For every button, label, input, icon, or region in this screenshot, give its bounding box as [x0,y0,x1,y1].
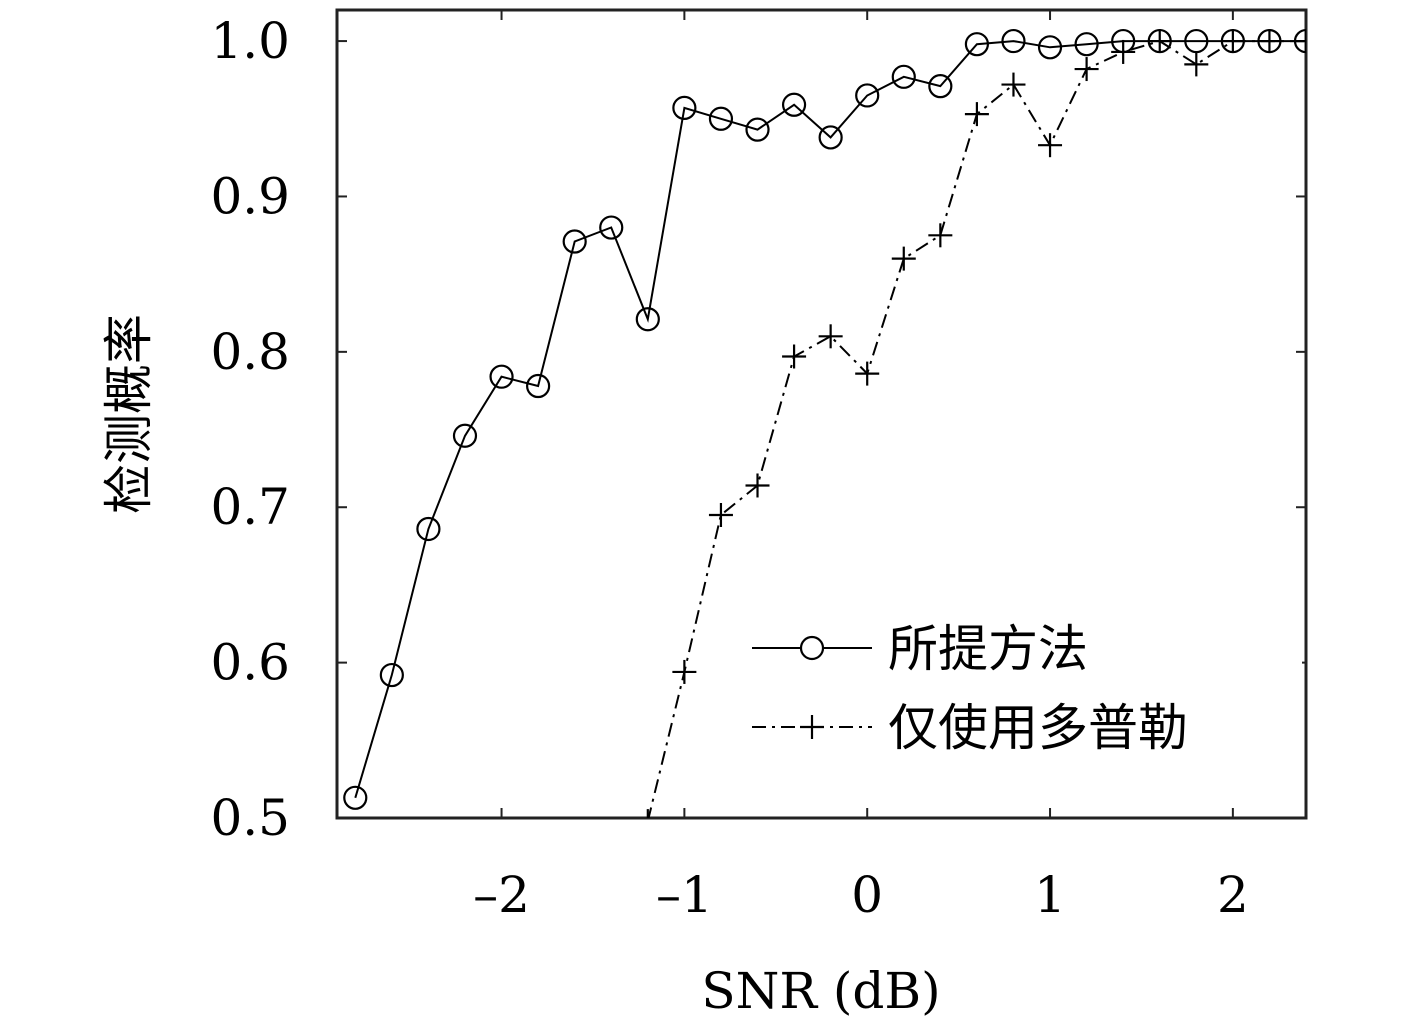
data-point-circle [781,92,807,117]
x-tick-label: 2 [1217,866,1249,924]
data-point-circle [489,364,514,389]
data-point-circle [745,117,770,142]
data-point-circle [526,373,551,399]
data-point-circle [343,785,368,810]
data-point-plus [1074,57,1099,82]
data-point-circle [562,229,587,254]
x-tick-label: 0 [851,866,883,924]
data-point-circle [379,662,404,688]
data-point-circle [672,95,697,120]
data-point-plus [964,102,989,127]
series-1 [343,28,1306,810]
data-point-plus [818,324,843,349]
y-tick-label: 0.6 [210,634,290,692]
x-tick-label: 1 [1034,866,1066,924]
data-point-circle [1037,35,1063,60]
y-tick-label: 0.9 [210,167,290,225]
legend: 所提方法 仅使用多普勒 [742,602,1302,772]
data-point-circle [635,307,660,332]
x-axis-title: SNR (dB) [701,962,940,1020]
data-point-plus [646,809,649,818]
data-point-plus [672,659,697,684]
data-point-plus [891,246,916,271]
data-point-circle [1184,28,1209,54]
data-point-circle [855,83,880,108]
legend-marker-circle [799,635,825,661]
data-point-circle [708,106,734,131]
y-tick-label: 1.0 [210,12,290,70]
data-point-circle [1147,28,1172,54]
data-point-circle [1293,28,1306,54]
y-tick-label: 0.5 [210,789,290,847]
data-point-circle [1001,28,1026,54]
legend-box [742,602,1302,772]
data-point-circle [891,64,916,89]
data-point-plus [1038,133,1063,158]
ticks-layer: –2 –1 0 1 2 0.5 0.6 0.7 0.8 0.9 1.0 [210,10,1306,924]
legend-label-series-2: 仅使用多普勒 [888,699,1188,757]
data-point-circle [1257,28,1282,54]
data-point-plus [1184,52,1209,77]
data-point-circle [416,516,441,542]
legend-label-series-1: 所提方法 [888,620,1088,678]
data-point-circle [1220,28,1245,54]
data-point-plus [1001,72,1026,97]
data-point-plus [782,344,807,369]
data-point-plus [708,503,733,527]
series-line [354,40,1306,799]
data-point-plus [855,361,880,386]
series-layer [343,28,1306,818]
y-tick-label: 0.8 [210,323,290,381]
data-point-circle [1074,32,1099,57]
plot-frame [335,8,1308,820]
x-tick-label: –1 [656,866,713,924]
data-point-circle [599,215,624,240]
data-point-circle [1111,28,1136,54]
legend-marker-plus [800,715,824,739]
data-point-circle [818,125,843,150]
data-point-circle [928,74,953,99]
x-tick-label: –2 [473,866,530,924]
data-point-plus [745,473,770,498]
data-point-circle [964,32,990,57]
data-point-circle [452,423,478,448]
y-tick-label: 0.7 [210,478,290,536]
y-axis-title: 检测概率 [100,314,158,514]
data-point-plus [928,223,953,248]
